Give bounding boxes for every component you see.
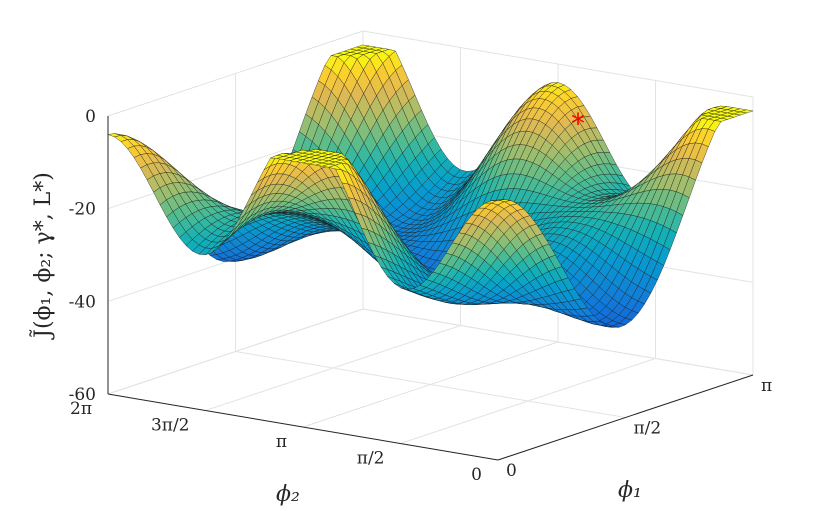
z-tick-label: 0 — [85, 107, 96, 127]
surface-patch — [491, 199, 505, 201]
y-tick-label: 3π/2 — [151, 416, 190, 436]
x-tick-label: 0 — [506, 461, 517, 481]
y-tick-label: π — [276, 432, 287, 452]
x-tick-label: π — [761, 376, 772, 396]
y-axis-label: ϕ₂ — [276, 482, 300, 507]
z-tick-label: -20 — [69, 200, 96, 220]
z-tick-label: -60 — [69, 385, 96, 405]
grid-line — [302, 341, 559, 428]
x-tick-label: π/2 — [634, 419, 662, 439]
tick-labels: 0 -20 -40 -60 0 π/2 π 3π/2 2π 0 π/2 π — [69, 107, 773, 485]
grid-line — [107, 308, 364, 395]
y-tick-label: π/2 — [357, 449, 385, 469]
x-axis-line — [497, 374, 754, 461]
optimum-marker: * — [571, 107, 585, 140]
x-axis-label: ϕ₁ — [618, 478, 642, 503]
grid-line — [400, 358, 656, 444]
y-tick-label: 0 — [471, 465, 482, 485]
optimum-marker-layer: * — [571, 107, 585, 140]
surface-plot — [107, 44, 754, 328]
z-tick-label: -40 — [69, 292, 96, 312]
y-axis-line — [107, 393, 499, 461]
y-tick-label: 2π — [70, 399, 92, 419]
grid-line — [205, 325, 461, 411]
z-axis-label: J̃(ϕ₁, ϕ₂; γ*, L*) — [30, 172, 56, 340]
